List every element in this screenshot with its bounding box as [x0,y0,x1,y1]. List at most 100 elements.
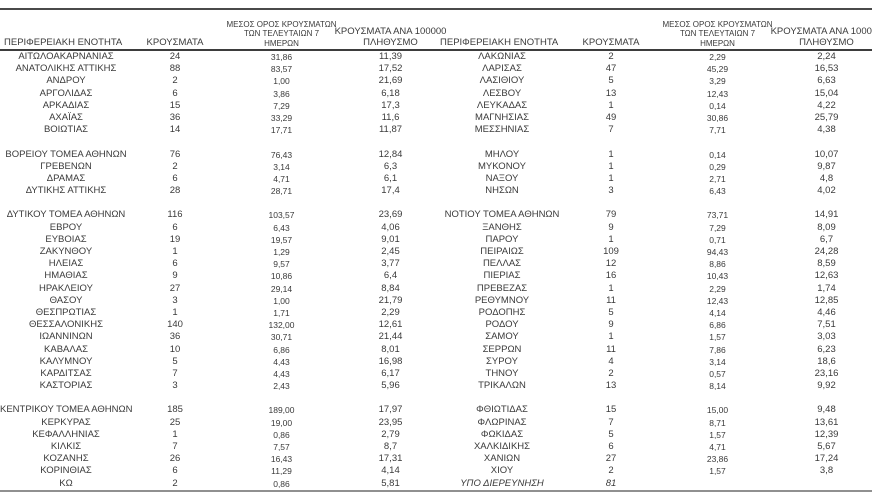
per100k-cell [781,136,872,148]
table-row: ΗΜΑΘΙΑΣ 9 10,86 6,4 [0,270,436,282]
table-row: ΑΡΚΑΔΙΑΣ 15 7,29 17,3 [0,100,436,112]
region-cell: ΣΑΜΟΥ [485,331,519,343]
cases-cell: 28 [169,185,181,197]
per100k-cell: 25,79 [814,111,839,123]
per100k-cell: 21,69 [378,75,403,87]
region-cell: ΣΥΡΟΥ [486,355,518,367]
per100k-cell: 11,6 [381,111,400,123]
region-cell: ΙΩΑΝΝΙΝΩΝ [39,331,93,343]
region-cell: ΒΟΡΕΙΟΥ ΤΟΜΕΑ ΑΘΗΝΩΝ [5,148,127,160]
table-left-body: ΑΙΤΩΛΟΑΚΑΡΝΑΝΙΑΣ 24 31,86 11,39 ΑΝΑΤΟΛΙΚΗΣ Α… [0,51,436,490]
table-row: ΔΡΑΜΑΣ 6 4,71 6,1 [0,173,436,185]
avg7-cell: 2,71 [709,173,726,184]
per100k-cell: 18,6 [817,355,836,367]
avg7-cell: 31,86 [270,52,293,62]
region-cell: ΚΑΛΥΜΝΟΥ [39,355,93,367]
cases-cell: 27 [605,453,617,465]
per100k-cell: 6,63 [817,75,836,87]
table-row: ΛΕΥΚΑΔΑΣ 1 0,14 4,22 [436,100,872,112]
table-right-body: ΛΑΚΩΝΙΑΣ 2 2,29 2,24 ΛΑΡΙΣΑΣ 47 45,29 16,53 ΛΑΣΙ… [436,51,872,490]
per100k-cell: 13,61 [814,416,839,428]
cases-cell: 1 [608,282,614,294]
cases-cell: 3 [608,185,614,197]
cases-table: ΠΕΡΙΦΕΡΕΙΑΚΗ ΕΝΟΤΗΤΑ ΚΡΟΥΣΜΑΤΑ ΜΕΣΟΣ ΟΡΟ… [0,8,872,492]
per100k-cell: 4,22 [817,99,836,111]
region-cell: ΘΕΣΠΡΩΤΙΑΣ [35,306,97,318]
table-row: ΚΟΡΙΝΘΙΑΣ 6 11,29 4,14 [0,465,436,477]
region-cell: ΑΡΓΟΛΙΔΑΣ [39,87,93,99]
avg7-cell [218,136,345,148]
cases-cell: 6 [172,465,178,477]
region-cell: ΔΡΑΜΑΣ [46,172,86,184]
cases-cell: 6 [608,441,614,452]
per100k-cell: 16,98 [378,355,403,367]
per100k-cell: 9,87 [817,160,836,172]
region-cell: ΦΘΙΩΤΙΔΑΣ [476,404,528,416]
cases-cell: 6 [172,221,178,233]
cases-cell: 6 [172,258,178,270]
avg7-cell: 2,29 [709,283,726,294]
avg7-cell: 10,86 [270,271,293,282]
region-cell: ΧΑΛΚΙΔΙΚΗΣ [473,441,531,452]
cases-cell: 4 [608,355,614,367]
avg7-cell: 3,14 [709,356,726,367]
avg7-cell: 1,00 [273,76,290,87]
spacer-row [0,392,436,404]
cases-cell: 26 [169,453,181,465]
column-header-avg7: ΜΕΣΟΣ ΟΡΟΣ ΚΡΟΥΣΜΑΤΩΝ ΤΩΝ ΤΕΛΕΥΤΑΙΩΝ 7 Η… [226,19,337,48]
table-right-header: ΠΕΡΙΦΕΡΕΙΑΚΗ ΕΝΟΤΗΤΑ ΚΡΟΥΣΜΑΤΑ ΜΕΣΟΣ ΟΡΟ… [436,10,872,51]
table-row: ΚΙΛΚΙΣ 7 7,57 8,7 [0,441,436,453]
column-header-cases: ΚΡΟΥΣΜΑΤΑ [568,37,654,48]
region-cell: ΛΑΚΩΝΙΑΣ [478,51,526,62]
avg7-cell: 1,00 [273,295,290,306]
avg7-cell: 189,00 [268,405,295,416]
avg7-cell: 0,86 [273,429,290,440]
per100k-cell: 5,67 [817,441,836,452]
region-cell: ΡΕΘΥΜΝΟΥ [474,294,530,306]
per100k-cell: 2,29 [381,306,400,318]
region-cell: ΞΑΝΘΗΣ [482,221,522,233]
cases-cell: 5 [608,306,614,318]
per100k-cell: 3,77 [381,258,400,270]
avg7-cell: 6,43 [709,186,726,197]
column-header-region-label: ΠΕΡΙΦΕΡΕΙΑΚΗ ΕΝΟΤΗΤΑ [4,37,123,48]
region-cell: ΧΑΝΙΩΝ [483,453,521,465]
avg7-cell: 17,71 [270,125,293,136]
avg7-cell: 1,57 [709,466,726,477]
avg7-cell: 33,29 [270,112,293,123]
column-header-per100k: ΚΡΟΥΣΜΑΤΑ ΑΝΑ 100000 ΠΛΗΘΥΣΜΟ [770,26,872,48]
avg7-cell: 7,71 [709,125,726,136]
region-cell: ΝΑΞΟΥ [485,172,519,184]
per100k-cell: 8,01 [381,343,400,355]
avg7-cell: 19,00 [270,417,293,428]
cases-cell: 2 [172,75,178,87]
cases-cell: 1 [172,428,178,440]
spacer-row [436,136,872,148]
per100k-cell [781,197,872,209]
table-row: ΘΕΣΠΡΩΤΙΑΣ 1 1,71 2,29 [0,307,436,319]
per100k-cell: 12,84 [378,148,403,160]
cases-cell: 2 [608,465,614,477]
table-row: ΑΙΤΩΛΟΑΚΑΡΝΑΝΙΑΣ 24 31,86 11,39 [0,51,436,63]
region-cell: ΑΝΑΤΟΛΙΚΗΣ ΑΤΤΙΚΗΣ [15,63,117,75]
region-cell: ΗΜΑΘΙΑΣ [44,270,88,282]
avg7-cell: 19,57 [270,234,293,245]
avg7-cell: 6,43 [273,222,290,233]
spacer-row [436,392,872,404]
per100k-cell [781,392,872,404]
per100k-cell: 17,4 [381,185,400,197]
avg7-cell: 3,86 [273,88,290,99]
avg7-cell: 7,29 [709,222,726,233]
table-row: ΡΟΔΟΥ 9 6,86 7,51 [436,319,872,331]
region-cell: ΖΑΚΥΝΘΟΥ [39,246,93,257]
table-left-header: ΠΕΡΙΦΕΡΕΙΑΚΗ ΕΝΟΤΗΤΑ ΚΡΟΥΣΜΑΤΑ ΜΕΣΟΣ ΟΡΟ… [0,10,446,51]
table-row: ΧΑΛΚΙΔΙΚΗΣ 6 4,71 5,67 [436,441,872,453]
table-row: ΑΧΑΪΑΣ 36 33,29 11,6 [0,112,436,124]
per100k-cell: 12,61 [378,319,403,331]
cases-cell: 47 [605,63,617,75]
per100k-cell: 4,02 [817,185,836,197]
cases-cell: 15 [169,99,181,111]
region-cell [436,136,568,148]
region-cell: ΛΕΥΚΑΔΑΣ [476,99,528,111]
spacer-row [436,197,872,209]
